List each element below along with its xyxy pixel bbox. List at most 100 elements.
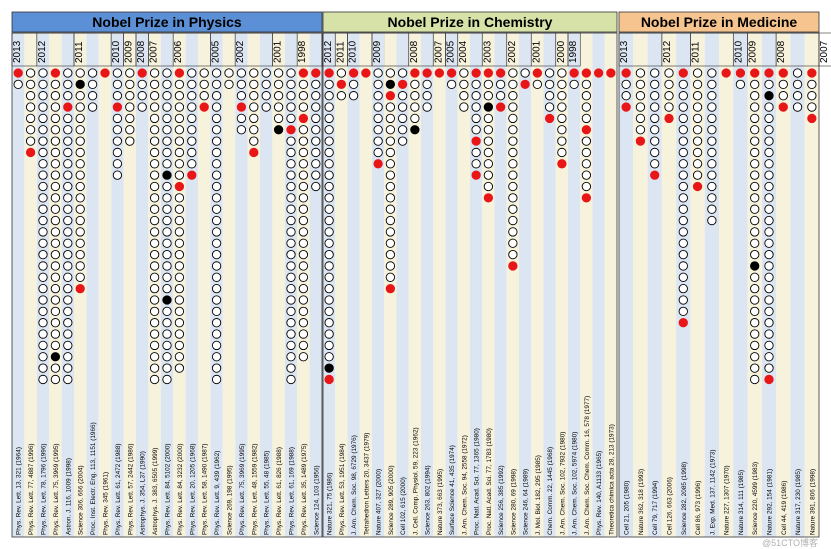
citation-dot [532,79,543,90]
citation-dot [557,91,567,101]
year-label: 2007 [819,40,830,63]
year-label: 2002 [507,40,518,63]
citation-dot [211,363,222,373]
citation-dot [750,113,760,124]
citation-dot [298,68,309,78]
reference-label: Proc. Inst. Electr. Eng. 113, 1151 (1966… [90,422,97,535]
year-label: 2011 [335,41,346,63]
citation-dot [678,204,688,214]
citation-dot [471,68,481,78]
citation-dot [621,91,631,101]
citation-dot [311,68,321,78]
citation-dot [286,363,296,373]
citation-dot [750,374,760,385]
reference-label: Phys. Rev. Lett. 61, 169 (1988) [289,447,296,535]
citation-dot [410,113,420,124]
citation-dot [385,215,396,226]
reference-label: Phys. Rev. Lett. 9, 439 (1962) [214,451,221,535]
reference-label: Science 282, 2085 (1998) [681,462,688,535]
citation-dot [38,295,48,305]
year-label: 2001 [272,40,283,63]
citation-dot [324,91,334,101]
reference-label: Phys. Rev. Lett. 57, 2442 (1986) [127,443,134,535]
citation-dot [162,295,172,305]
reference-label: J. Am. Chem. Soc. 98, 6729 (1976) [351,435,358,535]
year-label: 2007 [433,40,444,63]
citation-dot [38,306,48,316]
citation-dot [621,102,631,112]
column-band [568,33,581,537]
citation-dot [678,306,688,316]
citation-dot [187,125,197,135]
citation-dot [149,363,160,373]
citation-dot [324,136,334,146]
citation-dot [38,68,48,78]
reference-label: Phys. Rev. Lett. 35, 1489 (1975) [301,443,308,535]
citation-dot [410,125,420,135]
citation-dot [324,125,334,135]
citation-dot [483,79,494,90]
citation-dot [236,68,247,78]
citation-dot [63,340,73,351]
column-band [372,33,385,537]
citation-dot [707,91,717,101]
citation-dot [764,249,774,260]
year-label: 2013 [619,40,630,63]
citation-dot [63,113,73,124]
citation-dot [298,329,309,339]
citation-dot [764,181,774,192]
column-band [543,33,556,537]
reference-label: Chem. Comm. 22, 1445 (1968) [547,447,554,535]
citation-dot [199,79,209,90]
citation-dot [692,102,703,112]
reference-label: Cell 86, 973 (1996) [695,481,702,535]
citation-dot [692,159,703,169]
citation-dot [149,306,160,316]
citation-dot [692,91,703,101]
citation-dot [286,374,296,385]
citation-dot [324,329,334,339]
citation-dot [324,238,334,248]
citation-dot [38,352,48,362]
citation-dot [125,79,135,90]
citation-dot [286,136,296,146]
citation-dot [581,181,592,192]
citation-dot [63,170,73,180]
reference-label: Science 246, 64 (1989) [523,469,530,535]
citation-dot [298,306,309,316]
citation-dot [25,147,36,158]
column-band [690,33,705,537]
citation-dot [211,102,222,112]
reference-label: Science 263, 802 (1994) [425,465,432,535]
citation-dot [311,79,321,90]
citation-dot [569,79,579,90]
citation-dot [508,193,518,203]
citation-dot [286,102,296,112]
citation-dot [75,181,85,192]
citation-dot [692,181,703,192]
citation-dot [764,102,774,112]
citation-dot [750,283,760,294]
citation-dot [211,125,222,135]
citation-dot [63,227,73,237]
citation-dot [211,68,222,78]
citation-dot [750,204,760,214]
citation-dot [311,147,321,158]
citation-dot [385,125,396,135]
citation-dot [50,295,61,305]
citation-dot [125,136,135,146]
citation-dot [50,113,61,124]
citation-dot [764,227,774,237]
column-band [433,33,446,537]
citation-dot [149,91,160,101]
reference-label: Phys. Rev. Lett. 53, 1951 (1984) [339,443,346,535]
citation-dot [735,68,746,78]
citation-dot [324,147,334,158]
citation-dot [385,261,396,271]
citation-dot [211,340,222,351]
citation-dot [162,238,172,248]
citation-dot [162,147,172,158]
citation-dot [162,352,172,362]
citation-dot [298,136,309,146]
year-label: 2009 [748,40,759,63]
